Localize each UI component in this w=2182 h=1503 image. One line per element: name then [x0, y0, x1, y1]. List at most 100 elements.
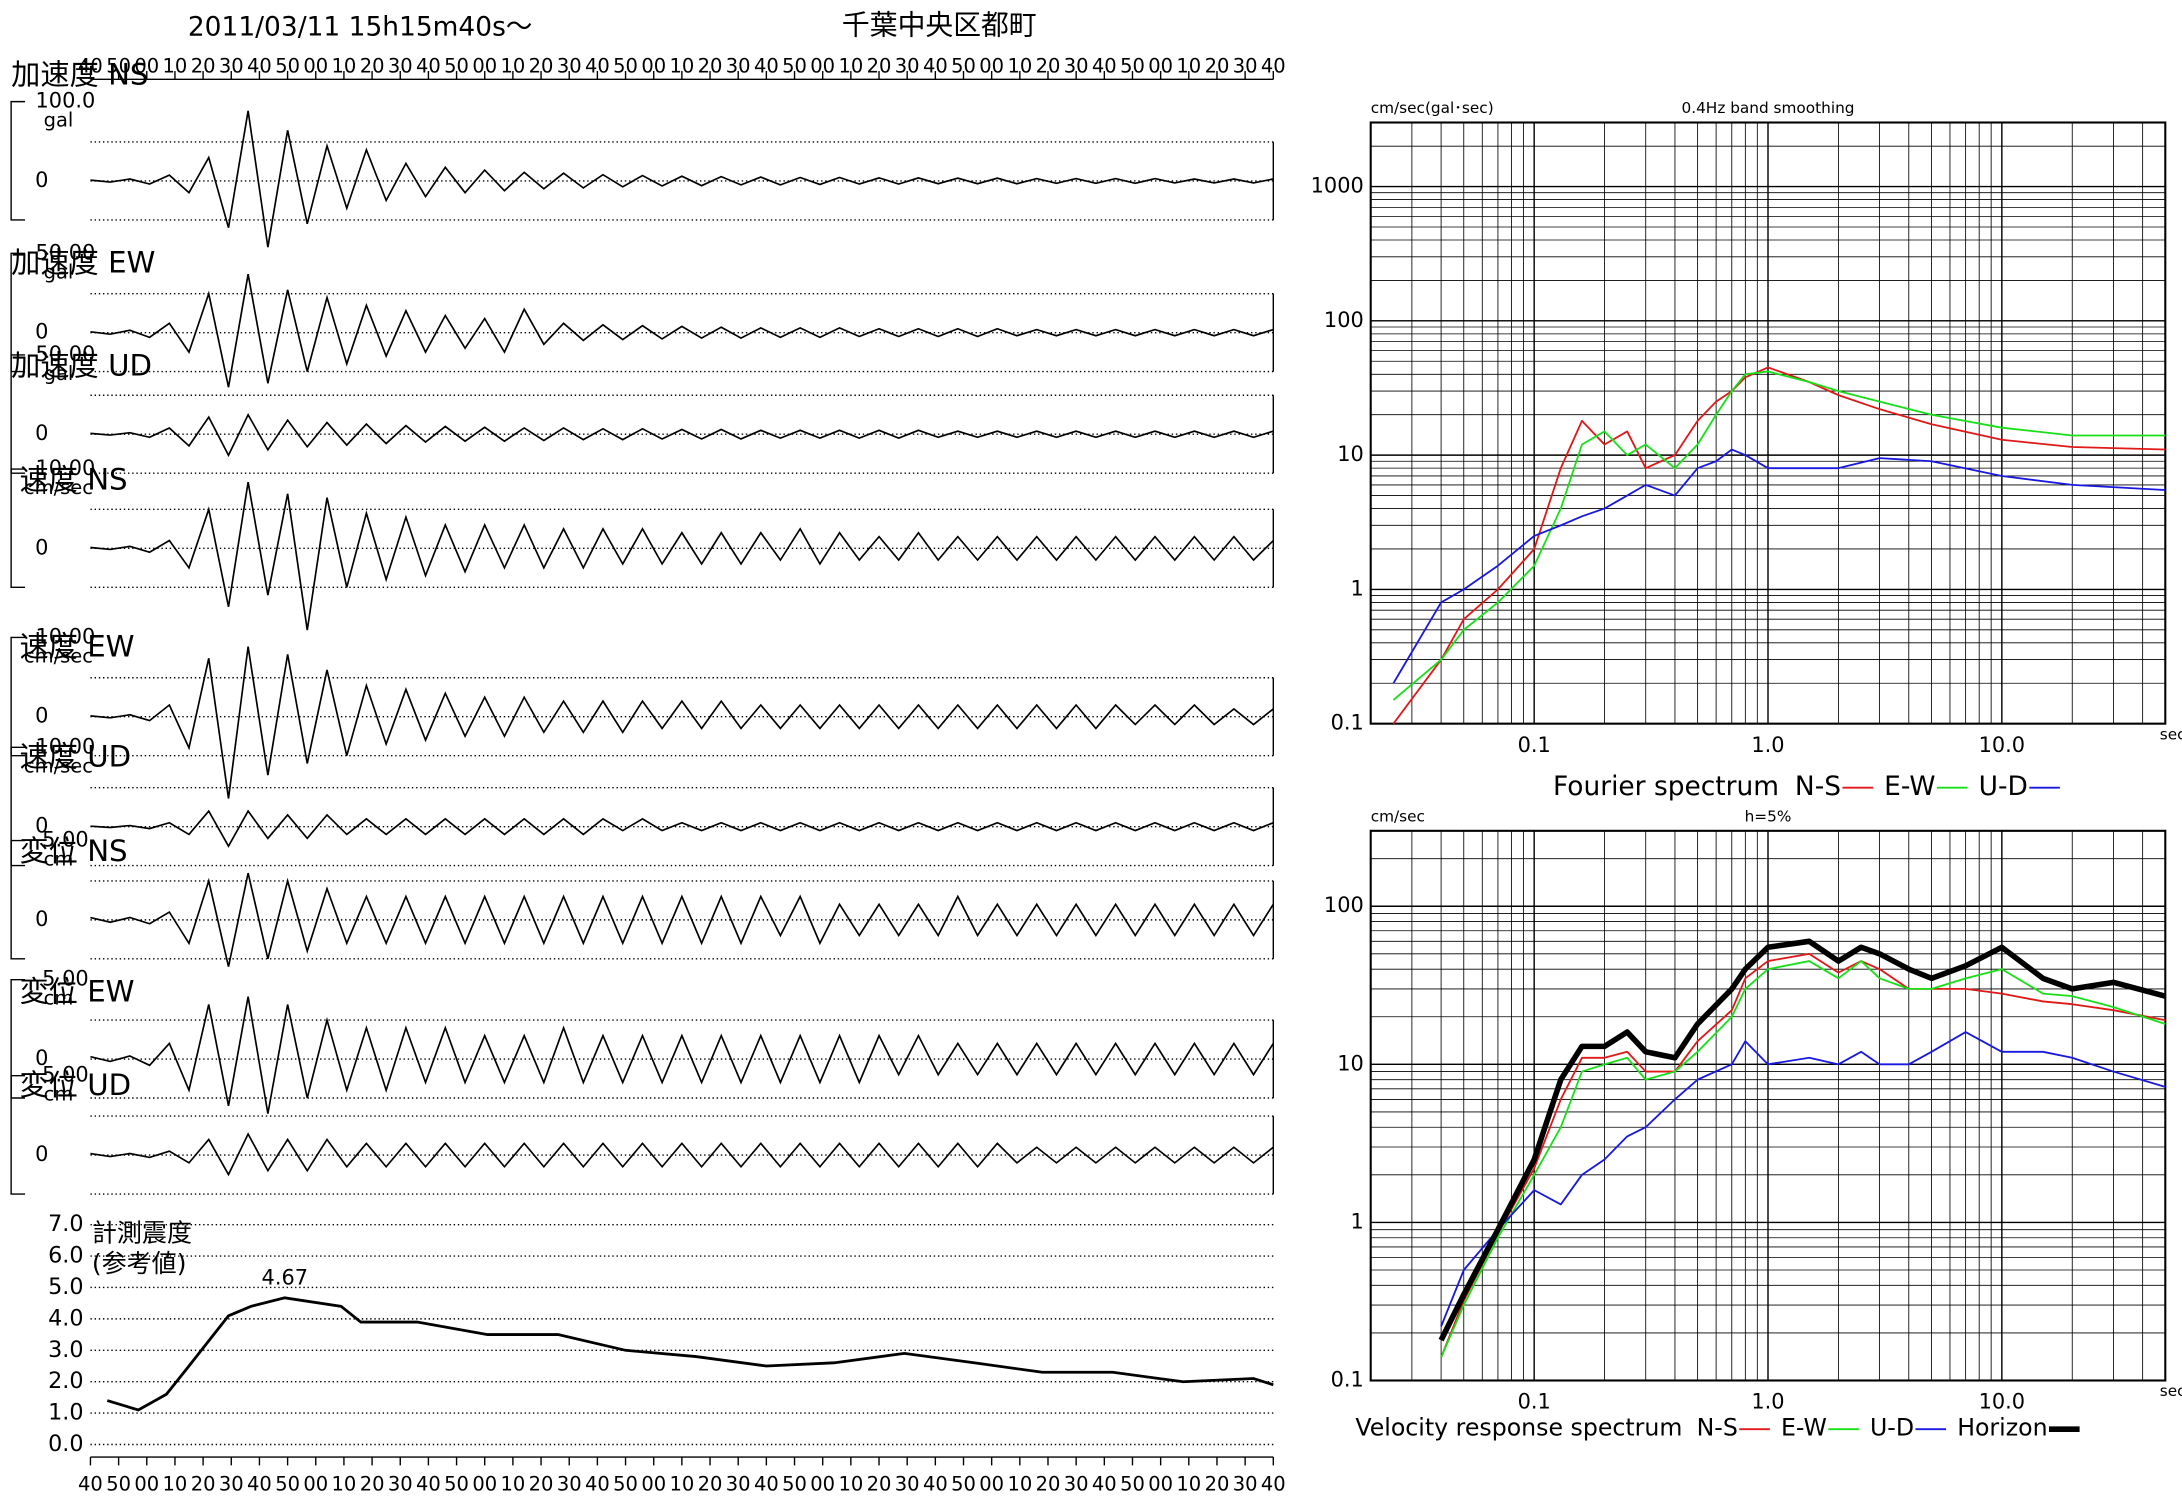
x-tick-label: 50 [444, 1472, 469, 1495]
x-tick-label: 30 [1233, 54, 1258, 77]
unit-label: cm/sec [24, 644, 93, 667]
x-tick-label: 20 [1205, 1472, 1230, 1495]
x-tick-label: 30 [388, 54, 413, 77]
panel-bracket [10, 839, 26, 960]
x-tick-label: 20 [698, 54, 723, 77]
x-tick-label: 40 [1261, 54, 1286, 77]
x-tick-label: 30 [726, 1472, 751, 1495]
legend-label: E-W [1781, 1414, 1827, 1442]
x-tick-label: 40 [585, 1472, 610, 1495]
x-tick-label: 30 [388, 1472, 413, 1495]
panel-bracket [10, 100, 26, 221]
x-tick-label: 10 [1176, 54, 1201, 77]
x-tick-label: 20 [1036, 1472, 1061, 1495]
x-tick-label: 50 [951, 1472, 976, 1495]
y-tick-label: 2.0 [48, 1368, 83, 1394]
legend-title: Velocity response spectrum [1355, 1414, 1682, 1442]
trace-label: 速度 EW [19, 630, 134, 664]
intensity-line [106, 1296, 1274, 1412]
trace-label: 変位 EW [19, 975, 134, 1009]
unit-label: cm/sec [24, 476, 93, 499]
x-tick-label: 00 [641, 1472, 666, 1495]
x-tick-label: 10 [501, 1472, 526, 1495]
y-tick-label: 50.00 [36, 342, 96, 366]
x-tick-label: 50 [613, 54, 638, 77]
x-tick-label: 20 [529, 54, 554, 77]
x-tick-label: 00 [979, 54, 1004, 77]
x-tick-label: 20 [191, 1472, 216, 1495]
x-tick-label: 20 [360, 1472, 385, 1495]
x-tick-label: 30 [557, 54, 582, 77]
trace-label: 変位 UD [19, 1068, 131, 1102]
waveform-trace [90, 110, 1274, 248]
x-tick-label: 40 [754, 54, 779, 77]
y-tick-label: 0 [35, 1046, 48, 1070]
trace-label: 速度 NS [19, 463, 127, 497]
y-axis-label: cm/sec(gal･sec) [1371, 99, 1494, 117]
x-tick-label: 00 [303, 1472, 328, 1495]
x-tick-label: 30 [895, 54, 920, 77]
x-tick-label: 10 [1007, 54, 1032, 77]
y-tick-label: 10.00 [36, 624, 96, 648]
x-tick-label: 50 [275, 1472, 300, 1495]
legend-label: U-D [1870, 1414, 1914, 1442]
y-tick-label: 0.1 [1331, 1367, 1364, 1391]
x-tick-label: 10 [1007, 1472, 1032, 1495]
x-tick-label: 40 [78, 1472, 103, 1495]
y-tick-label: 0 [35, 907, 48, 931]
unit-label: cm [44, 848, 74, 871]
intensity-title: 計測震度 [92, 1218, 192, 1247]
panel-bracket [10, 1075, 26, 1195]
y-tick-label: 7.0 [48, 1211, 83, 1237]
chart-subtitle: 0.4Hz band smoothing [1681, 99, 1854, 117]
waveform-trace [90, 1132, 1274, 1177]
x-tick-label: 30 [726, 54, 751, 77]
spectrum-line [1440, 960, 2166, 1358]
y-tick-label: 0 [35, 535, 48, 559]
x-tick-label: 10 [163, 1472, 188, 1495]
y-tick-label: 0 [35, 320, 48, 344]
x-tick-label: 40 [1092, 1472, 1117, 1495]
x-tick-label: 00 [979, 1472, 1004, 1495]
y-tick-label: 0 [35, 1142, 48, 1166]
x-tick-label: 40 [923, 1472, 948, 1495]
y-tick-label: 0.1 [1331, 711, 1364, 735]
x-tick-label: 20 [867, 1472, 892, 1495]
unit-label: cm [44, 987, 74, 1010]
station-name: 千葉中央区都町 [842, 8, 1037, 41]
x-tick-label: 40 [416, 54, 441, 77]
x-tick-label: 00 [472, 54, 497, 77]
spectrum-line [1392, 370, 2166, 701]
x-tick-label: 1.0 [1751, 733, 1784, 757]
y-tick-label: 10.00 [36, 456, 96, 480]
x-tick-label: 10 [1176, 1472, 1201, 1495]
y-tick-label: 0 [35, 421, 48, 445]
x-tick-label: 00 [303, 54, 328, 77]
x-axis-label: sec [2160, 725, 2182, 743]
x-tick-label: 30 [219, 54, 244, 77]
x-tick-label: 50 [444, 54, 469, 77]
x-tick-label: 20 [191, 54, 216, 77]
x-tick-label: 20 [360, 54, 385, 77]
y-tick-label: 1 [1350, 1209, 1363, 1233]
x-tick-label: 50 [782, 1472, 807, 1495]
x-tick-label: 10 [838, 1472, 863, 1495]
record-date: 2011/03/11 15h15m40s〜 [188, 11, 532, 42]
panel-bracket [10, 468, 26, 588]
x-axis-label: sec [2160, 1382, 2182, 1400]
x-tick-label: 10 [501, 54, 526, 77]
y-tick-label: 1.0 [48, 1400, 83, 1426]
x-tick-label: 40 [585, 54, 610, 77]
unit-label: gal [44, 109, 74, 132]
x-tick-label: 0.1 [1518, 733, 1551, 757]
x-tick-label: 50 [106, 54, 131, 77]
x-tick-label: 50 [275, 54, 300, 77]
waveform-trace [90, 274, 1274, 388]
trace-label: 加速度 EW [11, 245, 155, 279]
y-tick-label: 0 [35, 814, 48, 838]
x-tick-label: 00 [1148, 54, 1173, 77]
x-tick-label: 50 [1120, 54, 1145, 77]
waveform-trace [90, 646, 1274, 799]
waveform-trace [90, 996, 1275, 1114]
trace-label: 加速度 NS [11, 58, 148, 92]
